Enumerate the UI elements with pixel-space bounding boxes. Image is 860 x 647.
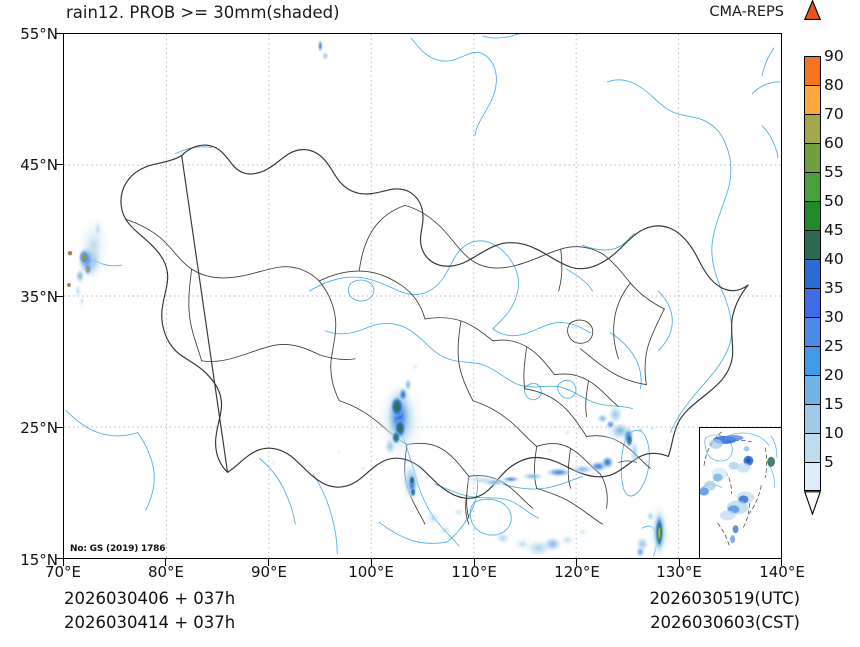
colorbar-label-90: 90: [824, 47, 844, 65]
colorbar-segment-35[interactable]: [804, 288, 821, 317]
colorbar-arrow-bottom: [804, 491, 821, 515]
inset-probability-shading: [700, 434, 776, 544]
xtick-mark: [474, 559, 476, 566]
ytick-label-35n: 35°N: [20, 288, 58, 306]
colorbar-segment-60[interactable]: [804, 143, 821, 172]
xtick-label-120e: 120°E: [554, 563, 600, 581]
colorbar-label-10: 10: [824, 424, 844, 442]
colorbar-segment-5[interactable]: [804, 462, 821, 491]
colorbar-label-40: 40: [824, 250, 844, 268]
colorbar-label-80: 80: [824, 76, 844, 94]
map-watermark: No: GS (2019) 1786: [69, 544, 167, 554]
colorbar-label-5: 5: [824, 453, 834, 471]
footer-init-time-cst: 2026030414 + 037h: [64, 613, 236, 632]
xtick-label-80e: 80°E: [147, 563, 185, 581]
colorbar-segment-50[interactable]: [804, 201, 821, 230]
colorbar-segment-25[interactable]: [804, 346, 821, 375]
colorbar-label-25: 25: [824, 337, 844, 355]
colorbar-label-15: 15: [824, 395, 844, 413]
coastline-rivers: [65, 34, 781, 557]
colorbar-label-45: 45: [824, 221, 844, 239]
ytick-label-15n: 15°N: [20, 551, 58, 569]
colorbar-segment-15[interactable]: [804, 404, 821, 433]
xtick-label-90e: 90°E: [250, 563, 288, 581]
colorbar-segment-80[interactable]: [804, 85, 821, 114]
colorbar-label-55: 55: [824, 163, 844, 181]
colorbar-arrow-top: [804, 0, 821, 20]
probability-shading: [66, 38, 672, 558]
xtick-mark: [63, 559, 65, 566]
xtick-mark: [781, 559, 783, 566]
colorbar-segment-20[interactable]: [804, 375, 821, 404]
province-boundaries: [125, 204, 665, 525]
xtick-mark: [576, 559, 578, 566]
colorbar-segment-55[interactable]: [804, 172, 821, 201]
colorbar-label-50: 50: [824, 192, 844, 210]
ytick-mark: [56, 164, 63, 166]
map-plot-area[interactable]: No: GS (2019) 1786: [63, 33, 782, 559]
colorbar-segment-40[interactable]: [804, 259, 821, 288]
colorbar-label-20: 20: [824, 366, 844, 384]
colorbar-label-60: 60: [824, 134, 844, 152]
xtick-label-100e: 100°E: [348, 563, 394, 581]
ytick-mark: [56, 33, 63, 35]
colorbar-segment-70[interactable]: [804, 114, 821, 143]
xtick-label-140e: 140°E: [759, 563, 805, 581]
colorbar-segment-45[interactable]: [804, 230, 821, 259]
ytick-label-25n: 25°N: [20, 419, 58, 437]
page-title: rain12. PROB >= 30mm(shaded): [66, 3, 340, 22]
ytick-mark: [56, 427, 63, 429]
footer-valid-time-cst: 2026030603(CST): [650, 613, 800, 632]
ytick-mark: [56, 558, 63, 560]
footer-init-time-utc: 2026030406 + 037h: [64, 589, 236, 608]
xtick-label-130e: 130°E: [656, 563, 702, 581]
map-canvas: [64, 34, 781, 558]
footer-valid-time-utc: 2026030519(UTC): [649, 589, 800, 608]
xtick-label-110e: 110°E: [451, 563, 497, 581]
model-label: CMA-REPS: [709, 4, 784, 20]
colorbar-segment-10[interactable]: [804, 433, 821, 462]
colorbar-segment-90[interactable]: [804, 56, 821, 85]
colorbar-label-35: 35: [824, 279, 844, 297]
ytick-mark: [56, 296, 63, 298]
xtick-mark: [165, 559, 167, 566]
xtick-label-70e: 70°E: [44, 563, 82, 581]
colorbar-segment-30[interactable]: [804, 317, 821, 346]
xtick-mark: [679, 559, 681, 566]
colorbar[interactable]: [804, 56, 821, 514]
ytick-label-55n: 55°N: [20, 25, 58, 43]
xtick-mark: [371, 559, 373, 566]
colorbar-label-30: 30: [824, 308, 844, 326]
ytick-label-45n: 45°N: [20, 156, 58, 174]
south-china-sea-inset[interactable]: [699, 427, 781, 558]
xtick-mark: [268, 559, 270, 566]
inset-canvas: [700, 431, 778, 548]
colorbar-label-70: 70: [824, 105, 844, 123]
